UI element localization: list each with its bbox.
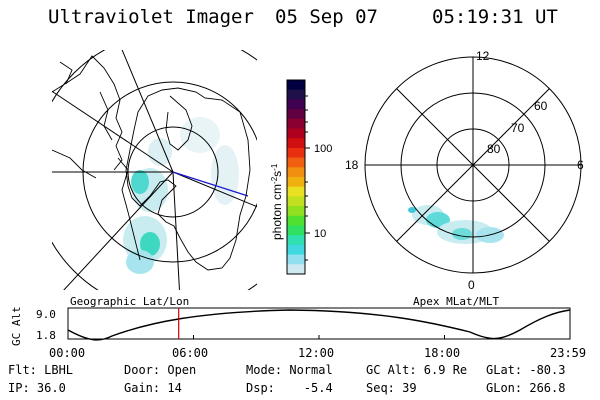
right-aurora [408, 205, 504, 244]
colorbar-cell [287, 215, 305, 227]
colorbar: 100 10 photon cm-2s-1 [270, 79, 332, 275]
time-tick-0600: 06:00 [172, 346, 208, 360]
time-tick-1800: 18:00 [424, 346, 460, 360]
colorbar-cell [287, 225, 305, 236]
colorbar-title: photon cm-2s-1 [270, 163, 284, 240]
colorbar-cell [287, 196, 305, 207]
door-info: Door: Open [124, 363, 197, 377]
colorbar-tick-10: 10 [314, 228, 326, 240]
glon-info: GLon: 266.8 [486, 381, 566, 395]
right-panel-label: Apex MLat/MLT [413, 295, 499, 308]
filter-info: Flt: LBHL [8, 363, 74, 377]
time-tick-2359: 23:59 [550, 346, 586, 360]
colorbar-cell [287, 157, 305, 168]
seq-info: Seq: 39 [366, 381, 417, 395]
mlt-label-12: 12 [476, 49, 490, 63]
mlat-mlt-plot: 12 18 6 0 60 70 80 [345, 49, 584, 292]
time-tick-1200: 12:00 [298, 346, 334, 360]
coastlines [52, 55, 251, 271]
colorbar-cell [287, 206, 305, 217]
time-tick-0000: 00:00 [49, 346, 85, 360]
colorbar-cell [287, 99, 305, 110]
altitude-strip: GC Alt 9.0 1.8 00:00 06:00 12:00 18:00 2… [10, 306, 586, 360]
colorbar-cell [287, 138, 305, 149]
colorbar-cell [287, 147, 305, 159]
time-label: 05:19:31 UT [432, 6, 558, 28]
colorbar-cell [287, 186, 305, 197]
mlt-label-0: 0 [468, 278, 475, 292]
glat-info: GLat: -80.3 [486, 363, 566, 377]
mode-info: Mode: Normal [246, 363, 333, 377]
date-label: 05 Sep 07 [275, 6, 378, 28]
left-panel-label: Geographic Lat/Lon [70, 295, 189, 308]
mlt-label-18: 18 [345, 158, 359, 172]
mlat-label-70: 70 [511, 121, 525, 135]
colorbar-cell [287, 128, 305, 139]
dsp-info: Dsp: -5.4 [246, 381, 333, 395]
mlt-label-6: 6 [577, 158, 584, 172]
colorbar-cell [287, 118, 305, 130]
ip-info: IP: 36.0 [8, 381, 66, 395]
colorbar-cell [287, 235, 305, 246]
colorbar-cell [287, 264, 305, 275]
instrument-title: Ultraviolet Imager [48, 6, 254, 28]
altitude-curve [67, 309, 571, 341]
colorbar-cell [287, 177, 305, 188]
alt-tick-1-8: 1.8 [36, 329, 56, 342]
colorbar-cell [287, 254, 305, 265]
colorbar-cell [287, 80, 305, 91]
alt-tick-9: 9.0 [36, 308, 56, 321]
mlat-label-60: 60 [534, 99, 548, 113]
colorbar-cell [287, 244, 305, 256]
mlat-label-80: 80 [487, 142, 501, 156]
colorbar-cell [287, 167, 305, 178]
left-aurora [123, 117, 239, 274]
gc-alt-info: GC Alt: 6.9 Re [366, 363, 468, 377]
sun-direction-line [172, 171, 249, 197]
alt-axis-label: GC Alt [10, 306, 23, 346]
meridians [52, 50, 257, 290]
colorbar-cell [287, 89, 305, 100]
colorbar-tick-100: 100 [314, 143, 332, 155]
geographic-map [52, 50, 257, 290]
colorbar-cell [287, 109, 305, 120]
gain-info: Gain: 14 [124, 381, 182, 395]
